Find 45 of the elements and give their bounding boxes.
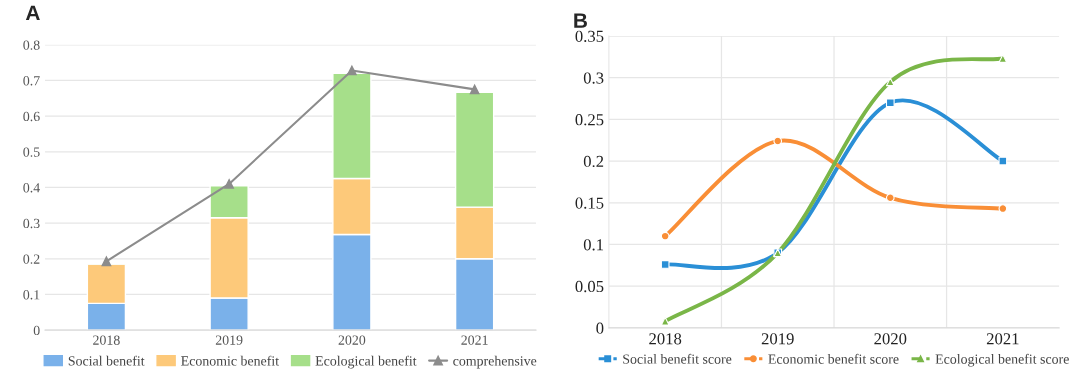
y-tick-label: 0.4 [23,183,40,193]
x-tick-label: 2019 [761,333,794,345]
y-tick-label: 0.3 [583,72,604,84]
point [660,231,670,241]
x-tick-label: 2018 [649,333,682,345]
y-tick-label: 0.1 [23,290,40,300]
y-tick-label: 0.3 [23,218,40,229]
y-tick-label: 0.05 [575,280,604,293]
y-tick-label: 0.8 [23,40,40,50]
point [998,204,1008,213]
chart-title: B [574,13,587,28]
y-tick-label: 0.2 [583,155,604,168]
y-tick-label: 0 [596,322,604,334]
point [998,156,1008,166]
legend-label: Economic benefit [181,355,279,366]
legend-label: Social benefit score [623,353,732,364]
y-tick-label: 0.15 [575,197,604,209]
point [773,136,783,146]
y-tick-label: 0.5 [23,147,40,157]
legend-label: Economic benefit score [768,353,899,364]
y-tick-label: 0.7 [23,76,40,86]
point [224,179,235,189]
x-tick-label: 2020 [338,335,366,345]
y-tick-label: 0.1 [583,239,604,251]
point [469,84,480,95]
x-tick-label: 2021 [986,333,1019,345]
point [660,260,670,269]
x-tick-label: 2018 [93,335,120,345]
point [101,256,112,267]
point [885,193,895,203]
y-tick-label: 0.2 [23,254,40,264]
x-tick-label: 2020 [874,333,907,345]
y-tick-label: 0 [33,325,40,336]
y-tick-label: 0.6 [23,111,40,122]
x-tick-label: 2021 [461,335,488,345]
chart-title: A [25,5,40,20]
point [347,65,357,76]
y-tick-label: 0.25 [575,114,604,126]
legend-label: Ecological benefit [315,355,417,369]
legend-label: comprehensive [453,355,537,369]
x-tick-label: 2019 [215,335,243,345]
point [885,98,895,108]
legend-label: Social benefit [68,355,145,366]
y-tick-label: 0.35 [575,30,604,43]
legend-label: Ecological benefit score [935,353,1069,367]
